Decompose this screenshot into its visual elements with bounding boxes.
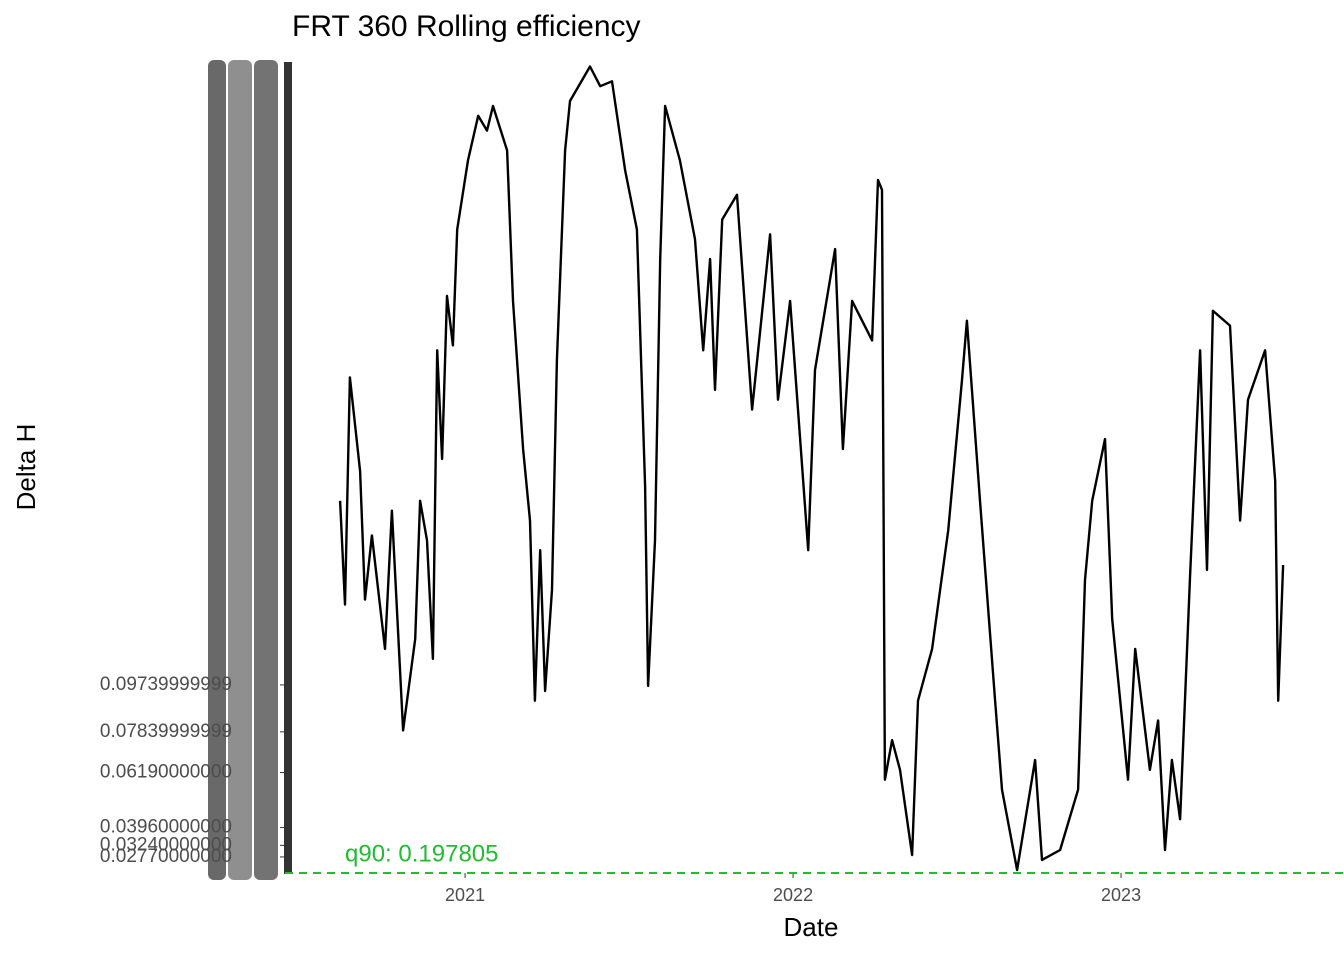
data-line [338,65,1285,872]
annotation: q90: 0.197805 [345,840,498,867]
y-tick-label: 0.03240000000 [100,834,232,855]
x-tick-label: 2022 [773,885,813,905]
x-tick-label: 2021 [445,885,485,905]
x-axis-label: Date [784,912,839,942]
x-tick-label: 2023 [1101,885,1141,905]
y-tick-label: 0.07839999999 [100,721,232,742]
y-tick-label: 0.03960000000 [100,817,232,838]
y-tick-label: 0.09739999999 [100,674,232,695]
y-tick-label: 0.02770000000 [100,846,232,867]
overlapping-axis-labels [208,60,292,880]
y-tick-label: 0.06190000000 [100,762,232,783]
chart-title: FRT 360 Rolling efficiency [292,10,641,43]
y-axis-label: Delta H [11,424,41,511]
